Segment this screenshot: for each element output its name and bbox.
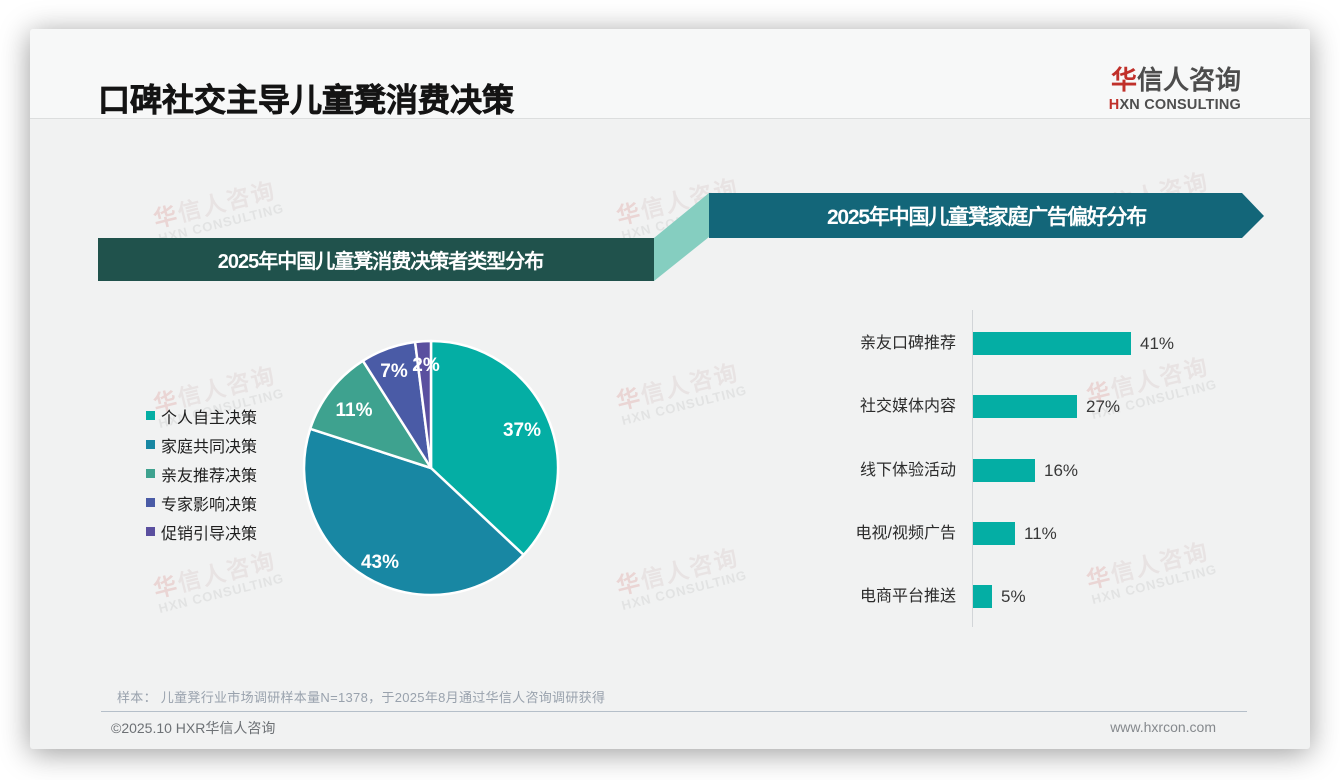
svg-text:37%: 37% — [503, 420, 541, 441]
svg-text:43%: 43% — [361, 552, 399, 573]
svg-text:7%: 7% — [380, 361, 408, 382]
svg-text:11%: 11% — [336, 400, 373, 421]
svg-text:2%: 2% — [412, 355, 440, 376]
